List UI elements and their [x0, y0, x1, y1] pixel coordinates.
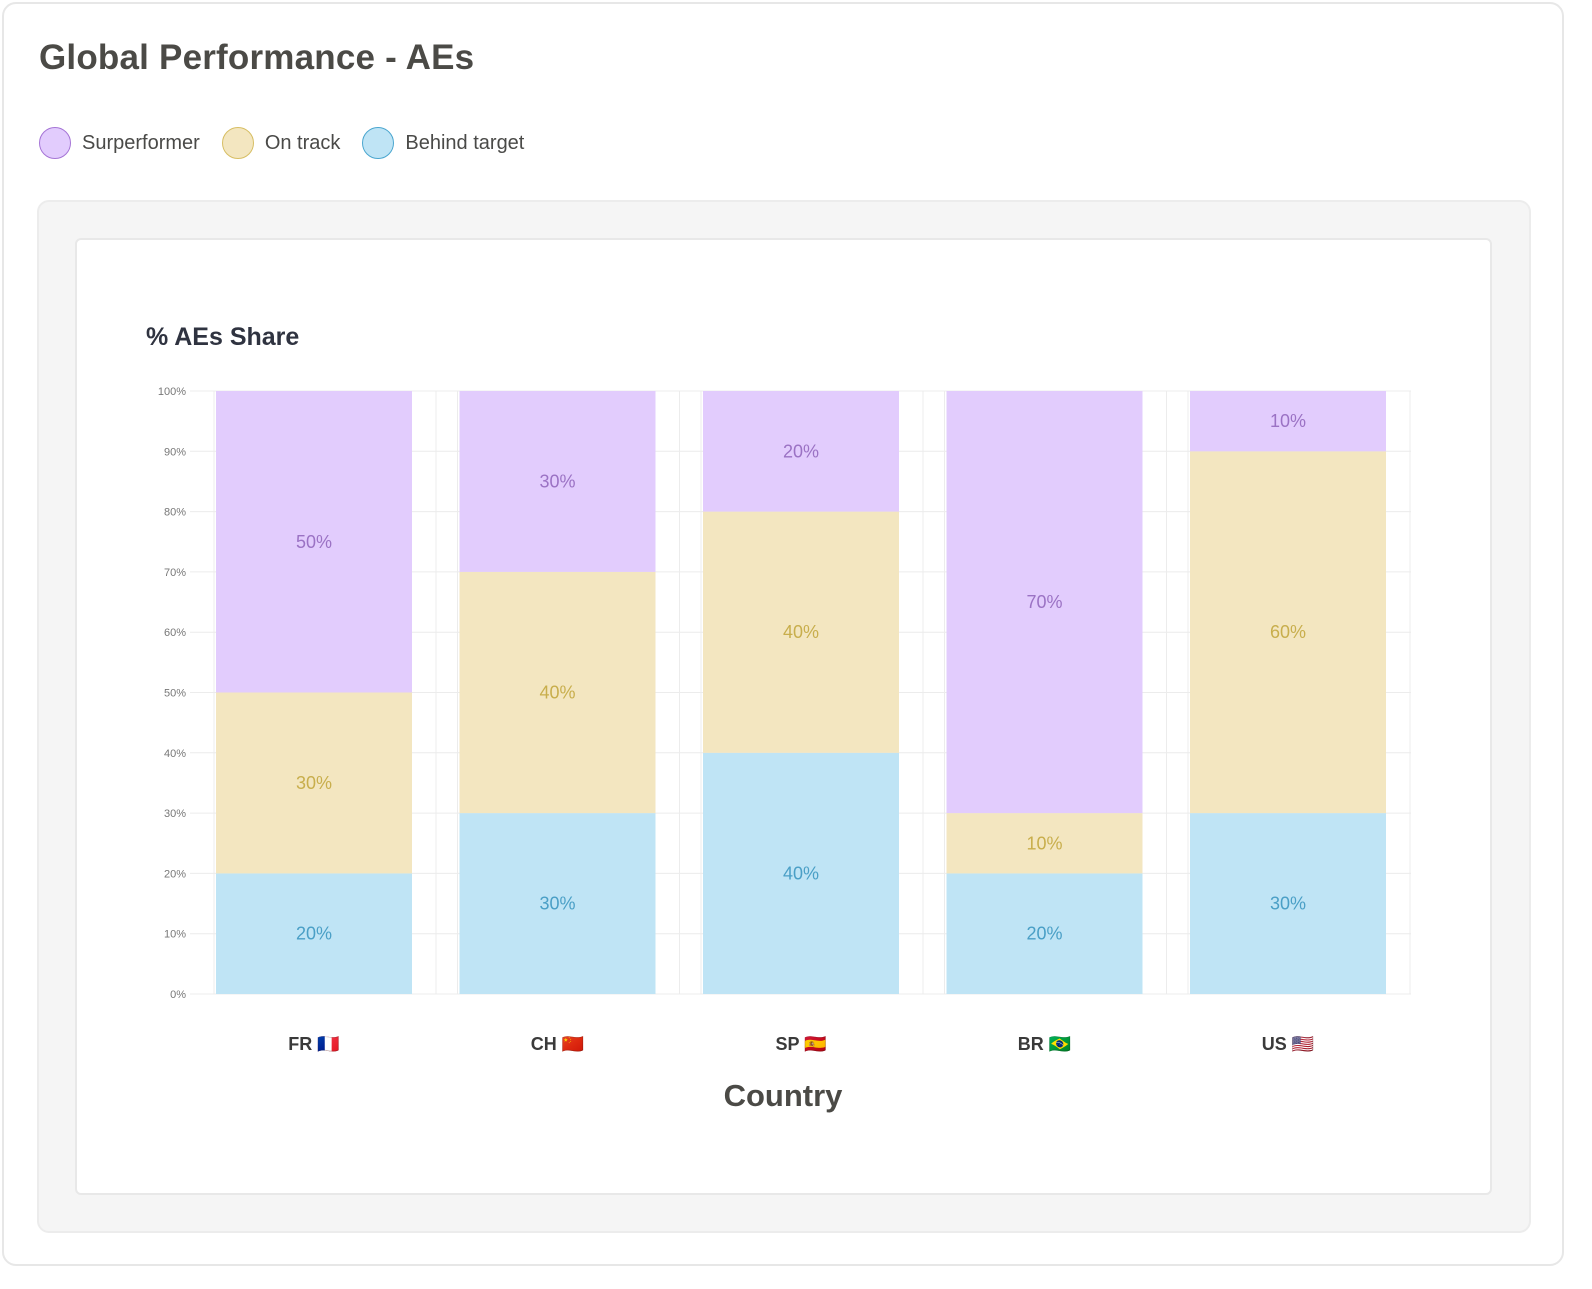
- y-tick-label: 40%: [164, 748, 186, 760]
- bar-segment[interactable]: [703, 752, 899, 994]
- bar-segment[interactable]: [459, 571, 656, 814]
- data-label: 10%: [1270, 411, 1306, 431]
- legend-item-behind-target[interactable]: Behind target: [362, 127, 524, 159]
- y-tick-label: 20%: [164, 868, 186, 880]
- data-label: 30%: [1270, 894, 1306, 914]
- data-label: 50%: [296, 532, 332, 552]
- bar-segment[interactable]: [459, 813, 656, 994]
- legend-item-surperformer[interactable]: Surperformer: [39, 127, 200, 159]
- bar-segment[interactable]: [216, 873, 412, 994]
- data-label: 40%: [539, 683, 575, 703]
- bar-segment[interactable]: [946, 873, 1143, 994]
- data-label: 40%: [783, 863, 819, 883]
- x-tick-label: FR 🇫🇷: [288, 1034, 339, 1054]
- y-tick-label: 100%: [158, 386, 186, 398]
- chart-title: % AEs Share: [146, 323, 300, 351]
- x-tick-label: US 🇺🇸: [1262, 1034, 1314, 1054]
- data-labels: 20% 30% 50% 30% 40% 30% 40% 40% 20% 20% 10% 70% 30% 6…: [296, 411, 1306, 944]
- data-label: 30%: [296, 773, 332, 793]
- y-tick-label: 50%: [164, 688, 186, 700]
- data-label: 30%: [539, 894, 575, 914]
- bar-segment[interactable]: [216, 692, 412, 874]
- legend-swatch-surperformer-icon: [39, 127, 71, 159]
- bar-segment[interactable]: [703, 511, 899, 753]
- bar-segment[interactable]: [459, 391, 656, 572]
- data-label: 10%: [1026, 833, 1062, 853]
- y-tick-label: 60%: [164, 627, 186, 639]
- bars: [216, 391, 1386, 994]
- bar-segment[interactable]: [1190, 391, 1386, 452]
- data-label: 60%: [1270, 622, 1306, 642]
- y-tick-label: 0%: [170, 989, 186, 1001]
- bar-segment[interactable]: [703, 391, 899, 512]
- legend-swatch-behind-target-icon: [362, 127, 395, 159]
- data-label: 20%: [1026, 924, 1062, 944]
- legend-item-on-track[interactable]: On track: [221, 127, 341, 159]
- bar-segment[interactable]: [946, 813, 1143, 874]
- legend-swatch-on-track-icon: [221, 127, 254, 159]
- legend-label-behind-target: Behind target: [405, 131, 525, 154]
- chart-legend: Surperformer On track Behind target: [39, 127, 524, 159]
- data-label: 70%: [1026, 592, 1062, 612]
- data-label: 30%: [539, 471, 575, 491]
- y-tick-label: 90%: [164, 446, 186, 458]
- y-axis-ticks: 0% 10% 20% 30% 40% 50% 60% 70% 80% 90% 100%: [158, 386, 186, 1001]
- data-label: 40%: [783, 622, 819, 642]
- bar-segment[interactable]: [946, 391, 1143, 814]
- x-tick-label: BR 🇧🇷: [1018, 1034, 1071, 1054]
- legend-label-surperformer: Surperformer: [82, 131, 200, 154]
- legend-label-on-track: On track: [264, 131, 341, 154]
- x-tick-label: CH 🇨🇳: [531, 1034, 584, 1054]
- data-label: 20%: [296, 924, 332, 944]
- x-axis-label: Country: [723, 1078, 843, 1113]
- bar-segment[interactable]: [1190, 451, 1386, 814]
- y-tick-label: 80%: [164, 507, 186, 519]
- y-tick-label: 10%: [164, 929, 186, 941]
- page-title: Global Performance - AEs: [39, 38, 475, 77]
- x-axis-ticks: FR 🇫🇷 CH 🇨🇳 SP 🇪🇸 BR 🇧🇷 US 🇺🇸: [288, 1034, 1314, 1054]
- y-tick-label: 30%: [164, 808, 186, 820]
- x-tick-label: SP 🇪🇸: [775, 1034, 826, 1054]
- y-tick-label: 70%: [164, 567, 186, 579]
- data-label: 20%: [783, 441, 819, 461]
- bar-segment[interactable]: [1190, 813, 1386, 994]
- bar-segment[interactable]: [216, 391, 412, 693]
